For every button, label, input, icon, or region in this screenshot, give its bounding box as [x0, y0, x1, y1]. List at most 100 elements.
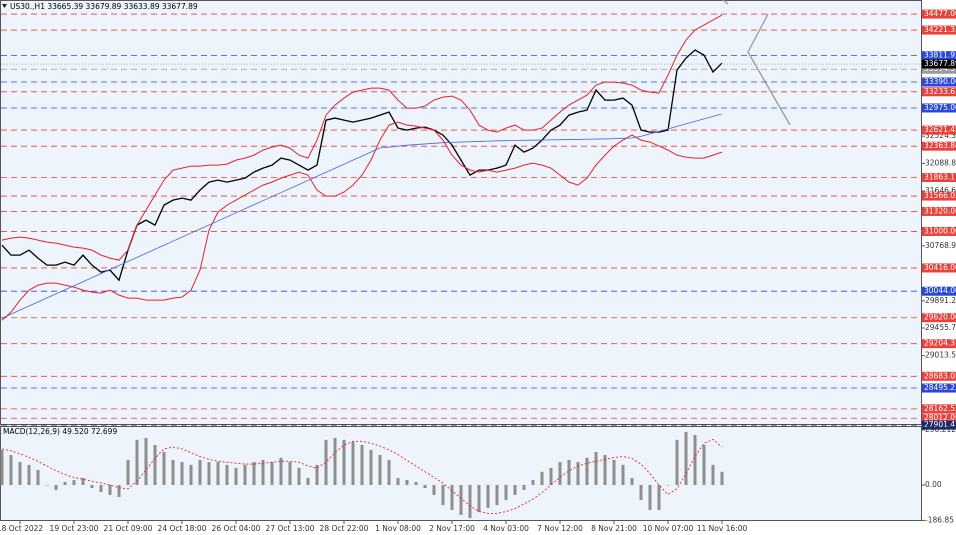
- macd-bar: [333, 437, 337, 485]
- level-label: 28162.52: [924, 404, 956, 413]
- level-label: 31000.00: [924, 226, 956, 235]
- x-tick-label: 28 Oct 22:00: [320, 524, 369, 533]
- macd-bar: [603, 455, 607, 485]
- macd-bar: [261, 459, 265, 485]
- macd-bar: [432, 484, 436, 496]
- header-title: US30.,H1 33665.39 33679.89 33633.89 3367…: [10, 2, 198, 11]
- macd-bar: [0, 449, 4, 485]
- macd-bar: [225, 464, 229, 485]
- macd-bar: [540, 471, 544, 485]
- macd-bar: [72, 480, 76, 485]
- macd-bar: [702, 444, 706, 485]
- x-tick-label: 21 Oct 09:00: [104, 524, 153, 533]
- level-badge: [922, 339, 956, 349]
- macd-bar: [162, 451, 166, 485]
- x-tick-label: 4 Nov 03:00: [483, 524, 529, 533]
- macd-bar: [486, 484, 490, 508]
- header-arrow: [2, 4, 7, 8]
- x-tick-label: 26 Oct 04:00: [212, 524, 261, 533]
- macd-bar: [63, 481, 67, 485]
- level-badge: [922, 313, 956, 323]
- level-badge: [922, 286, 956, 296]
- macd-bar: [171, 459, 175, 485]
- price-series: [1, 14, 723, 261]
- level-badge: [922, 141, 956, 151]
- macd-bar: [270, 462, 274, 485]
- level-badge: [922, 191, 956, 201]
- macd-bar: [351, 441, 355, 485]
- level-badge: [922, 64, 956, 74]
- macd-bar: [153, 444, 157, 485]
- level-label: 33594.59: [924, 64, 956, 73]
- macd-bar: [477, 484, 481, 513]
- macd-bar: [684, 431, 688, 485]
- macd-bar: [648, 484, 652, 511]
- y-tick-label: 290.212: [925, 425, 956, 434]
- macd-bar: [45, 484, 49, 486]
- price-series: [1, 49, 723, 282]
- x-tick-label: 1 Nov 08:00: [375, 524, 421, 533]
- level-badge: [922, 9, 956, 19]
- macd-bar: [675, 439, 679, 485]
- macd-bar: [621, 464, 625, 485]
- projection-top: [721, 0, 729, 5]
- macd-bar: [585, 457, 589, 485]
- y-tick-label: 30768.90: [925, 241, 956, 250]
- level-badge: [922, 383, 956, 393]
- x-tick-label: 7 Nov 12:00: [537, 524, 583, 533]
- level-label: 32975.00: [924, 103, 956, 112]
- level-label: 29620.00: [924, 313, 956, 322]
- macd-bar: [504, 484, 508, 500]
- macd-bar: [108, 484, 112, 496]
- level-label: 28683.05: [924, 371, 956, 380]
- level-badge: [922, 371, 956, 381]
- x-tick-label: 18 Oct 2022: [0, 524, 43, 533]
- level-badge: [922, 25, 956, 35]
- x-tick-label: 10 Nov 07:00: [643, 524, 694, 533]
- y-tick-label: 29891.20: [925, 296, 956, 305]
- macd-bar: [459, 484, 463, 515]
- y-tick-label: 29455.70: [925, 323, 956, 332]
- level-badge: [922, 413, 956, 423]
- level-badge: [922, 51, 956, 61]
- y-tick-label: 32088.80: [925, 158, 956, 167]
- macd-bar: [378, 455, 382, 485]
- macd-bar: [711, 464, 715, 485]
- x-tick-label: 2 Nov 17:00: [429, 524, 475, 533]
- macd-bar: [54, 484, 58, 490]
- price-series: [1, 121, 723, 321]
- macd-bar: [720, 471, 724, 485]
- macd-bar: [612, 459, 616, 485]
- level-label: 28012.09: [924, 413, 956, 422]
- y-tick-label: 31646.60: [925, 186, 956, 195]
- macd-bar: [522, 484, 526, 490]
- level-label: 28495.23: [924, 383, 956, 392]
- macd-bar: [297, 467, 301, 485]
- level-badge: [922, 77, 956, 87]
- price-series: [1, 113, 723, 319]
- macd-bar: [252, 462, 256, 485]
- macd-bar: [657, 484, 661, 511]
- macd-bar: [414, 481, 418, 485]
- macd-bar: [99, 484, 103, 492]
- macd-bar: [630, 477, 634, 485]
- macd-bar: [207, 462, 211, 485]
- current-price-badge: [922, 59, 956, 69]
- macd-bar: [18, 462, 22, 485]
- level-label: 30416.00: [924, 263, 956, 272]
- macd-bar: [306, 477, 310, 485]
- macd-bar: [495, 484, 499, 506]
- current-price-label: 33677.89: [924, 59, 956, 68]
- macd-bar: [450, 484, 454, 511]
- macd-bar: [369, 449, 373, 485]
- x-tick-label: 11 Nov 16:00: [697, 524, 748, 533]
- macd-bar: [405, 480, 409, 485]
- macd-bar: [387, 459, 391, 485]
- level-label: 31863.17: [924, 172, 956, 181]
- macd-bar: [693, 434, 697, 485]
- level-label: 32621.45: [924, 125, 956, 134]
- macd-bar: [90, 484, 94, 489]
- signal-line: [1, 438, 723, 514]
- macd-bar: [117, 484, 121, 497]
